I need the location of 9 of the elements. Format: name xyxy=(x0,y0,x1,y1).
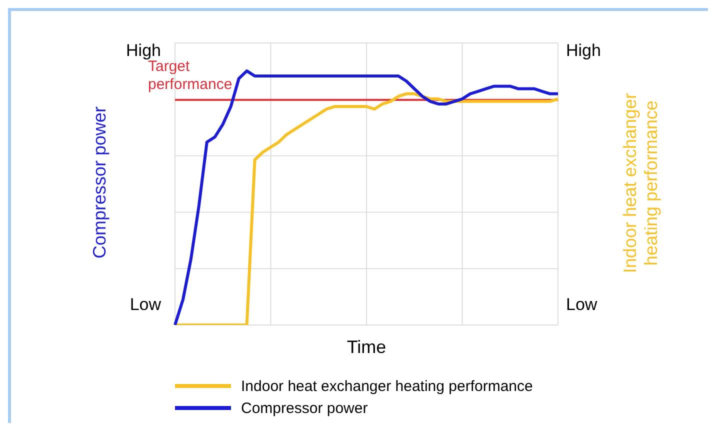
text: Low xyxy=(128,295,161,315)
text: High xyxy=(566,41,602,61)
x-axis-title: Time xyxy=(346,337,388,358)
y-axis-title: Compressor power xyxy=(90,105,110,261)
y2-axis-title: Indoor heat exchanger heating performance xyxy=(620,92,662,276)
text: High xyxy=(125,41,161,60)
legend-label: Compressor power xyxy=(241,400,368,416)
text: Low xyxy=(566,295,598,315)
legend-label: Indoor heat exchanger heating performance xyxy=(241,378,533,394)
